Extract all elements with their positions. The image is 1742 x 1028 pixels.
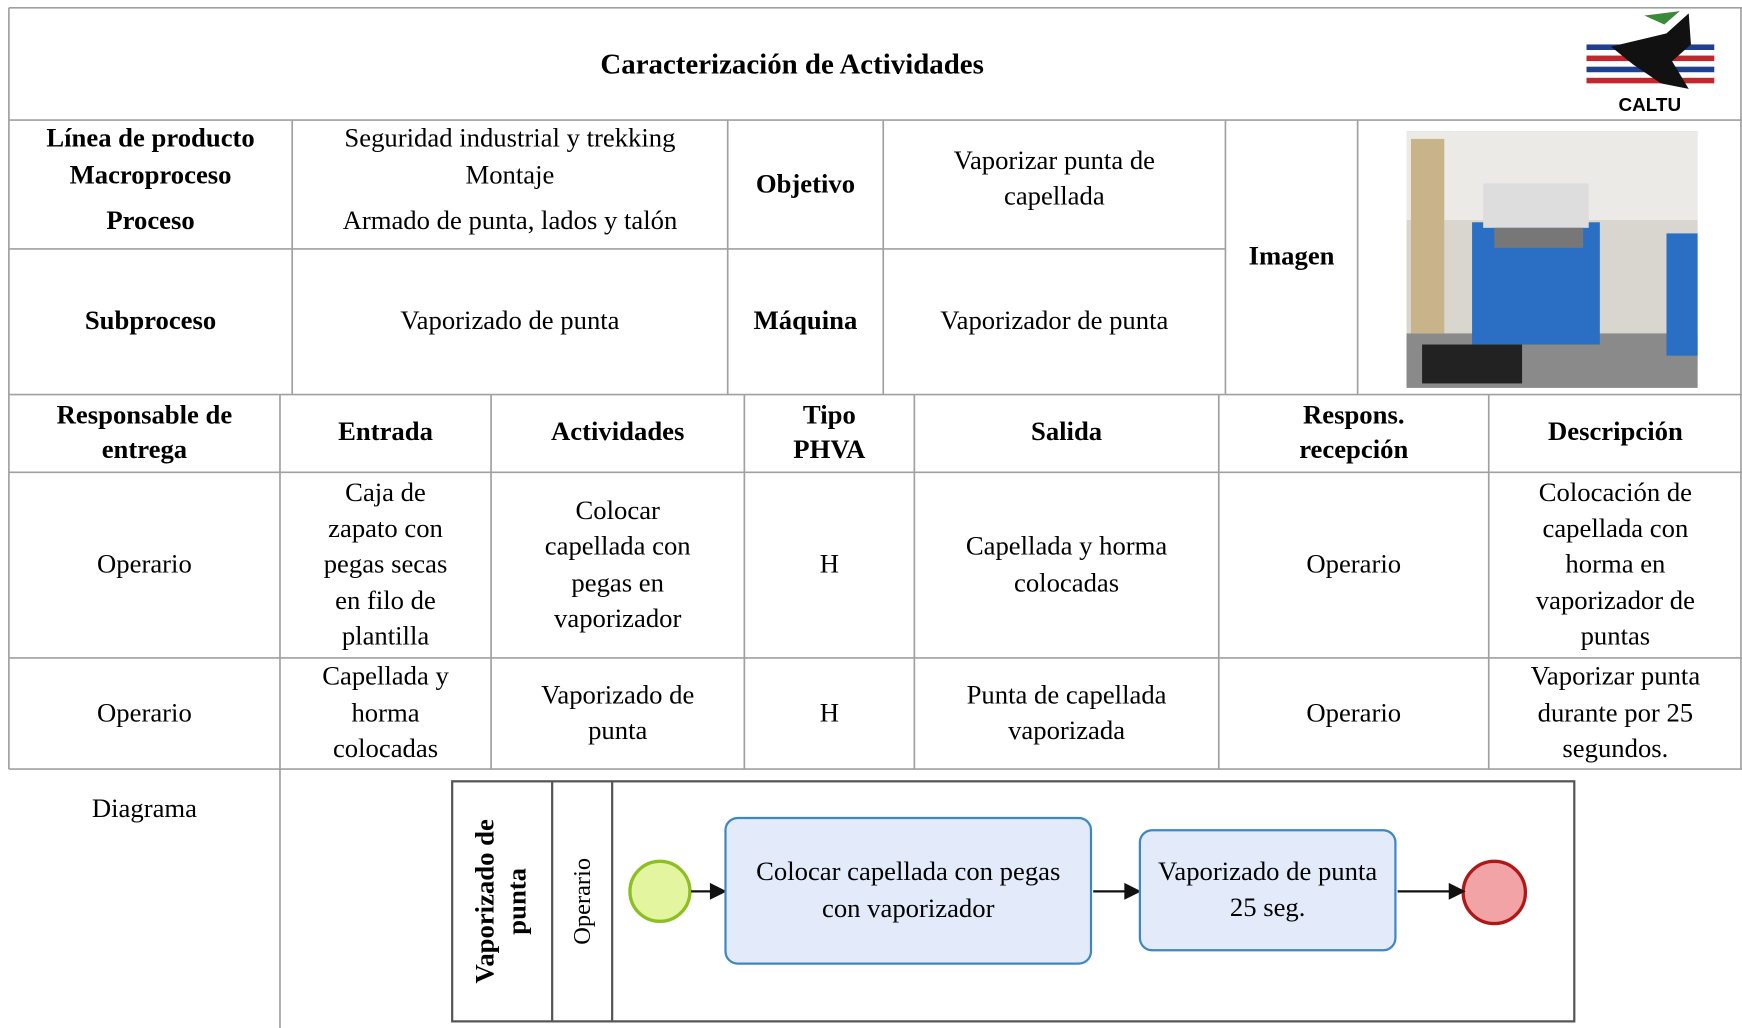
info-label: Máquina xyxy=(753,307,858,336)
column-header: Salida xyxy=(1030,418,1103,448)
info-value: Vaporizador de punta xyxy=(940,307,1169,336)
cell: Operario xyxy=(1306,698,1402,728)
cell: Vaporizado de punta xyxy=(541,680,695,746)
table-lines xyxy=(8,6,1742,1028)
column-header: Respons. recepción xyxy=(1299,401,1409,465)
info-label: Subproceso xyxy=(84,307,217,336)
cell: H xyxy=(819,550,839,580)
cell: Operario xyxy=(97,698,192,728)
photo xyxy=(1406,131,1698,388)
info-value: Montaje xyxy=(465,161,555,191)
info-value: Vaporizado de punta xyxy=(400,307,620,336)
column-header: Actividades xyxy=(551,418,685,448)
column-header: Tipo PHVA xyxy=(793,401,866,465)
info-label: Objetivo xyxy=(755,169,856,199)
cell: Capellada y horma colocadas xyxy=(965,532,1168,598)
cell: H xyxy=(819,698,839,728)
cell: Punta de capellada vaporizada xyxy=(966,680,1167,746)
info-label: Macroproceso xyxy=(69,161,232,191)
info-value: Vaporizar punta de capellada xyxy=(953,146,1156,212)
lane-label: Operario xyxy=(567,857,596,945)
cell: Capellada y horma colocadas xyxy=(322,662,449,764)
column-header: Descripción xyxy=(1548,418,1683,448)
cell: Operario xyxy=(97,550,192,580)
column-header: Responsable de entrega xyxy=(56,401,233,465)
cell: Colocar capellada con pegas en vaporizad… xyxy=(544,496,691,634)
info-label: Imagen xyxy=(1248,242,1335,272)
cell: Vaporizar punta durante por 25 segundos. xyxy=(1530,662,1701,764)
info-label: Proceso xyxy=(106,207,195,236)
task: Colocar capellada con pegas con vaporiza… xyxy=(724,816,1093,965)
cell: Caja de zapato con pegas secas en filo d… xyxy=(323,478,448,652)
cell: Operario xyxy=(1306,550,1402,580)
info-label: Línea de producto xyxy=(46,124,255,154)
cell: Colocación de capellada con horma en vap… xyxy=(1535,478,1695,652)
pool-label: Vaporizado de punta xyxy=(471,819,533,984)
logo: CALTU xyxy=(1586,11,1715,116)
info-value: Armado de punta, lados y talón xyxy=(342,207,678,236)
diagram-label: Diagrama xyxy=(91,794,197,824)
info-value: Seguridad industrial y trekking xyxy=(344,124,676,154)
column-header: Entrada xyxy=(338,418,433,448)
logo-text: CALTU xyxy=(1619,95,1682,116)
title: Caracterización de Actividades xyxy=(600,47,984,80)
task: Vaporizado de punta 25 seg. xyxy=(1138,829,1397,952)
